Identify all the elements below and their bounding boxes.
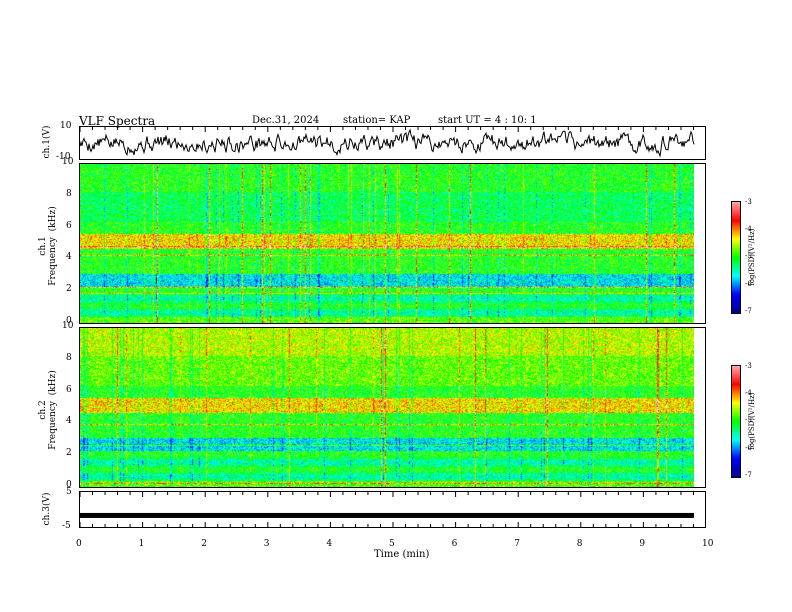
ch1-ytick-bottom: -10 xyxy=(56,152,71,162)
start-time-label: start UT = 4 : 10: 1 xyxy=(438,115,537,126)
ch3-waveform-line xyxy=(80,512,694,518)
ch2-freq-ylabel: ch.2 Frequency (kHz) xyxy=(38,370,58,450)
freq-tick-8: 8 xyxy=(66,352,72,363)
ch1-spectrogram-panel xyxy=(79,163,706,324)
freq-tick-6: 6 xyxy=(66,384,72,395)
date-label: Dec.31, 2024 xyxy=(252,115,320,126)
x-tick-3: 3 xyxy=(263,539,270,549)
freq-tick-0: 0 xyxy=(66,480,72,490)
freq-tick-10: 10 xyxy=(62,321,74,331)
ch2-cbar-label: log(PSD)(V²/Hz) xyxy=(748,392,756,450)
freq-tick-0: 0 xyxy=(66,316,72,326)
ch1-waveform-line xyxy=(80,128,695,158)
freq-tick-4: 4 xyxy=(66,252,72,263)
freq-tick-8: 8 xyxy=(66,188,72,199)
ch3-waveform-panel xyxy=(79,491,706,528)
ch1-waveform-plot xyxy=(80,127,695,158)
freq-tick-2: 2 xyxy=(66,284,72,295)
ch1-waveform-panel xyxy=(79,126,706,160)
ch1-cbar-tick-3: -3 xyxy=(745,198,752,206)
ch1-ylabel: ch.1(V) xyxy=(42,125,52,159)
x-tick-8: 8 xyxy=(576,539,583,549)
x-tick-7: 7 xyxy=(514,539,520,549)
x-tick-1: 1 xyxy=(138,539,145,549)
ch2-spectrogram-panel xyxy=(79,327,706,488)
x-tick-10: 10 xyxy=(702,539,714,549)
ch2-colorbar xyxy=(731,365,741,478)
ch1-cbar-tick-6: -6 xyxy=(745,280,752,288)
ch1-cbar-tick-7: -7 xyxy=(745,307,752,315)
x-tick-6: 6 xyxy=(451,539,458,549)
freq-tick-4: 4 xyxy=(66,416,72,427)
ch2-cbar-tick-5: -5 xyxy=(745,416,752,424)
ch2-cbar-tick-4: -4 xyxy=(745,389,752,397)
ch3-ytick-top: 5 xyxy=(66,487,72,497)
freq-tick-2: 2 xyxy=(66,448,72,459)
ch1-spectrogram xyxy=(80,164,694,323)
ch1-cbar-tick-4: -4 xyxy=(745,225,752,233)
station-label: station= KAP xyxy=(343,115,411,126)
freq-tick-10: 10 xyxy=(62,157,74,167)
ch1-cbar-tick-5: -5 xyxy=(745,252,752,260)
ch3-waveform-plot xyxy=(80,492,694,527)
ch2-spectrogram xyxy=(80,328,694,487)
ch2-cbar-tick-6: -6 xyxy=(745,444,752,452)
x-axis-label: Time (min) xyxy=(374,549,430,560)
x-tick-0: 0 xyxy=(76,539,82,549)
ch1-ytick-top: 10 xyxy=(60,121,72,131)
x-tick-9: 9 xyxy=(639,539,646,549)
ch2-cbar-tick-7: -7 xyxy=(745,471,752,479)
ch3-ylabel: ch.3(V) xyxy=(42,492,52,526)
freq-tick-6: 6 xyxy=(66,220,72,231)
ch3-ytick-bottom: -5 xyxy=(62,521,71,531)
chart-title: VLF Spectra xyxy=(79,114,156,128)
ch2-cbar-tick-3: -3 xyxy=(745,362,752,370)
x-tick-5: 5 xyxy=(389,539,395,549)
ch1-freq-ylabel: ch.1 Frequency (kHz) xyxy=(38,206,58,286)
x-tick-2: 2 xyxy=(201,539,207,549)
ch1-colorbar xyxy=(731,201,741,314)
x-tick-4: 4 xyxy=(326,539,333,549)
ch1-cbar-label: log(PSD)(V²/Hz) xyxy=(748,228,756,286)
